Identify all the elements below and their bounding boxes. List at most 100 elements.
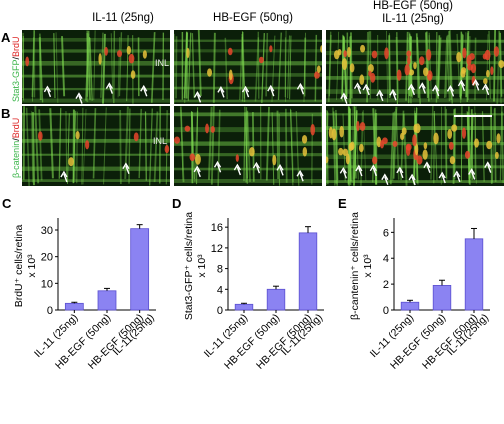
glial-fiber	[118, 32, 123, 97]
glial-fiber	[290, 109, 294, 183]
labeled-nucleus	[396, 69, 402, 81]
glial-fiber	[496, 31, 501, 104]
glial-fiber	[89, 37, 93, 101]
glial-fiber	[428, 32, 432, 100]
labeled-nucleus	[498, 60, 504, 69]
y-axis-unit-label: x 10³	[362, 254, 374, 278]
labeled-nucleus	[356, 120, 360, 132]
glial-fiber	[433, 110, 435, 184]
arrow-indicator-icon	[481, 83, 490, 96]
labeled-nucleus	[470, 63, 477, 74]
arrow-indicator-icon	[438, 171, 446, 184]
glial-fiber	[492, 109, 495, 183]
labeled-nucleus	[316, 65, 321, 73]
labeled-nucleus	[370, 72, 376, 83]
labeled-nucleus	[412, 134, 417, 147]
glial-fiber	[402, 113, 408, 186]
x-tick-label: HB-EGF (50ng)	[420, 312, 480, 372]
retina-layer-band	[174, 99, 322, 103]
arrow-indicator-icon	[122, 162, 130, 174]
labeled-nucleus	[408, 69, 415, 76]
glial-fiber	[239, 36, 243, 101]
labeled-nucleus	[413, 62, 417, 70]
glial-fiber	[254, 37, 260, 102]
labeled-nucleus	[418, 56, 425, 66]
micrograph-b-combined	[326, 106, 504, 186]
y-tick-label: 0	[383, 305, 389, 317]
retina-layer-band	[22, 87, 170, 91]
glial-fiber	[82, 109, 87, 185]
labeled-nucleus	[433, 132, 439, 145]
arrow-indicator-icon	[339, 166, 347, 179]
bar	[234, 303, 254, 311]
glial-fiber	[85, 30, 90, 101]
labeled-nucleus	[416, 155, 423, 165]
glial-fiber	[336, 31, 340, 100]
glial-fiber	[92, 108, 97, 179]
labeled-nucleus	[426, 70, 433, 82]
micrograph-a-hbegf	[174, 30, 322, 104]
arrow-indicator-icon	[267, 84, 275, 97]
glial-fiber	[207, 106, 213, 180]
glial-fiber	[246, 110, 251, 182]
glial-fiber	[65, 111, 68, 181]
glial-fiber	[465, 31, 470, 98]
glial-fiber	[66, 113, 70, 184]
glial-fiber	[444, 34, 450, 98]
glial-fiber	[400, 110, 405, 181]
glial-fiber	[184, 32, 188, 103]
glial-fiber	[180, 109, 184, 180]
arrow-indicator-icon	[423, 161, 431, 173]
labeled-nucleus	[379, 140, 385, 149]
labeled-nucleus	[126, 45, 131, 55]
retina-layer-band	[174, 61, 322, 66]
retina-layer-band	[22, 128, 170, 131]
labeled-nucleus	[345, 153, 350, 165]
labeled-nucleus	[449, 156, 456, 165]
arrow-indicator-icon	[457, 79, 466, 92]
glial-fiber	[488, 30, 491, 99]
labeled-nucleus	[474, 138, 479, 148]
glial-fiber	[494, 107, 497, 182]
retina-layer-band	[174, 86, 322, 90]
glial-fiber	[25, 107, 30, 186]
glial-fiber	[58, 108, 62, 179]
retina-layer-band	[326, 76, 504, 80]
labeled-nucleus	[466, 55, 472, 66]
labeled-nucleus	[328, 126, 333, 139]
y-tick-label: 10	[41, 278, 53, 290]
glial-fiber	[150, 32, 156, 103]
y-axis-label: β-cantenin⁺ cells/retina	[349, 212, 361, 320]
labeled-nucleus	[314, 71, 320, 79]
arrow-indicator-icon	[60, 170, 68, 183]
panel-letter-c: C	[2, 196, 12, 211]
labeled-nucleus	[490, 66, 494, 76]
micrograph-b-hbegf	[174, 106, 322, 186]
retina-layer-band	[22, 37, 170, 42]
panel-letter-e: E	[338, 196, 347, 211]
y-tick-label: 12	[211, 243, 223, 255]
glial-fiber	[149, 108, 153, 186]
glial-fiber	[187, 32, 192, 101]
retina-layer-band	[22, 179, 170, 182]
labeled-nucleus	[461, 67, 467, 74]
retina-layer-band	[174, 73, 322, 77]
labeled-nucleus	[301, 135, 308, 144]
glial-fiber	[93, 30, 96, 101]
glial-fiber	[320, 106, 322, 162]
y-axis-unit-label: x 10³	[26, 254, 38, 278]
bar	[130, 228, 150, 311]
arrow-indicator-icon	[408, 173, 416, 186]
arrow-indicator-icon	[193, 90, 202, 103]
retina-layer-band	[174, 141, 322, 146]
glial-fiber	[271, 112, 275, 185]
arrow-indicator-icon	[355, 164, 363, 177]
glial-fiber	[210, 106, 215, 185]
labeled-nucleus	[372, 156, 378, 165]
glial-fiber	[55, 32, 59, 103]
glial-fiber	[326, 110, 328, 184]
labeled-nucleus	[360, 44, 366, 53]
labeled-nucleus	[494, 151, 499, 160]
glial-fiber	[362, 109, 367, 181]
labeled-nucleus	[358, 143, 364, 153]
